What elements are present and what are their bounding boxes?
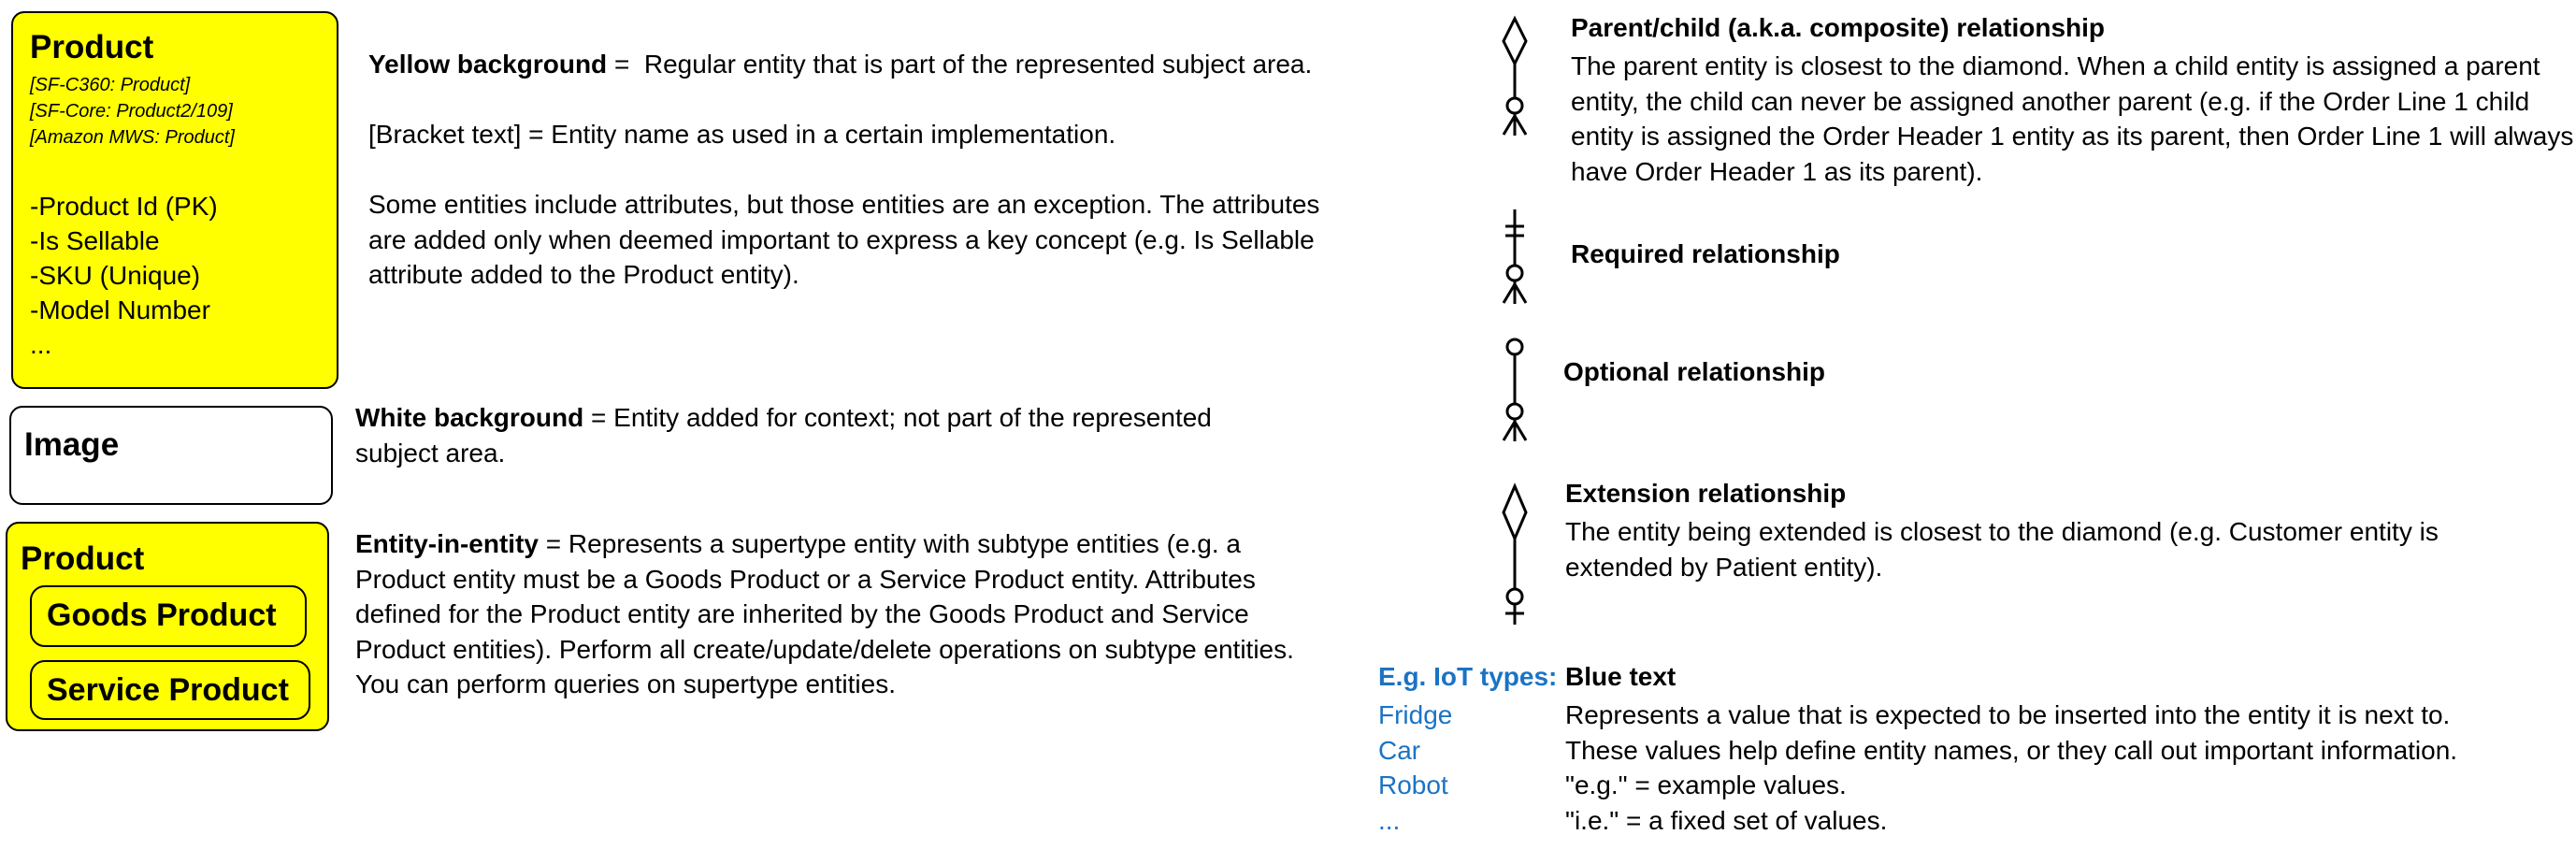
example-value: Fridge [1378,700,1453,729]
attribute-sku: -SKU (Unique) [30,261,201,290]
required-relationship-title: Required relationship [1571,239,1840,268]
image-entity-box: Image [9,406,333,505]
attribute-product-id: -Product Id (PK) [30,192,218,221]
attribute-is-sellable: -Is Sellable [30,226,160,255]
attribute-model-number: -Model Number [30,295,210,324]
subtype-service-product: Service Product [30,660,310,720]
yellow-background-text: = Regular entity that is part of the rep… [607,50,1313,79]
example-heading: E.g. IoT types: [1378,662,1558,691]
parent-child-text: The parent entity is closest to the diam… [1571,51,2574,186]
blue-text-description: Represents a value that is expected to b… [1565,698,2575,838]
optional-relationship-title: Optional relationship [1563,357,1826,386]
implementation-name-2: [SF-Core: Product2/109] [30,101,233,122]
entity-in-entity-legend: Entity-in-entity = Represents a supertyp… [355,526,1318,702]
blue-text-line: "e.g." = example values. [1565,770,1847,799]
supertype-entity-title: Product [21,540,145,577]
white-background-text: = Entity added for context; not part of … [355,403,1212,468]
image-entity-title: Image [24,426,120,463]
blue-text-title: Blue text [1565,662,1677,691]
example-value: Car [1378,735,1421,765]
implementation-name-3: [Amazon MWS: Product] [30,127,235,148]
product-entity-title: Product [30,29,154,65]
yellow-background-legend: Yellow background = Regular entity that … [368,47,1360,82]
example-values-list: Fridge Car Robot ... [1378,698,1452,838]
supertype-entity-box: Product Goods Product Service Product [6,522,329,731]
example-value: ... [1378,805,1401,835]
circle-crowsfoot-icon [1502,338,1528,441]
white-background-legend: White background = Entity added for cont… [355,400,1290,470]
bracket-text-legend: [Bracket text] = Entity name as used in … [368,120,1116,149]
diamond-crowsfoot-icon [1502,15,1528,136]
diamond-bar-icon [1502,482,1528,625]
product-entity-box: Product [SF-C360: Product] [SF-Core: Pro… [11,11,338,389]
subtype-goods-product: Goods Product [30,585,307,647]
bar-crowsfoot-icon [1502,209,1528,304]
entity-in-entity-term: Entity-in-entity [355,529,539,558]
parent-child-title: Parent/child (a.k.a. composite) relation… [1571,13,2106,42]
attribute-ellipsis: ... [30,330,52,359]
blue-text-line: These values help define entity names, o… [1565,735,2458,765]
extension-relationship-text: The entity being extended is closest to … [1565,517,2439,582]
entity-in-entity-text: = Represents a supertype entity with sub… [355,529,1294,698]
example-value: Robot [1378,770,1448,799]
white-background-term: White background [355,403,584,432]
blue-text-line: Represents a value that is expected to b… [1565,700,2451,729]
blue-text-line: "i.e." = a fixed set of values. [1565,805,1888,835]
implementation-name-1: [SF-C360: Product] [30,75,191,95]
yellow-background-term: Yellow background [368,50,608,79]
attributes-note: Some entities include attributes, but th… [368,190,1320,289]
extension-relationship-title: Extension relationship [1565,479,1847,508]
